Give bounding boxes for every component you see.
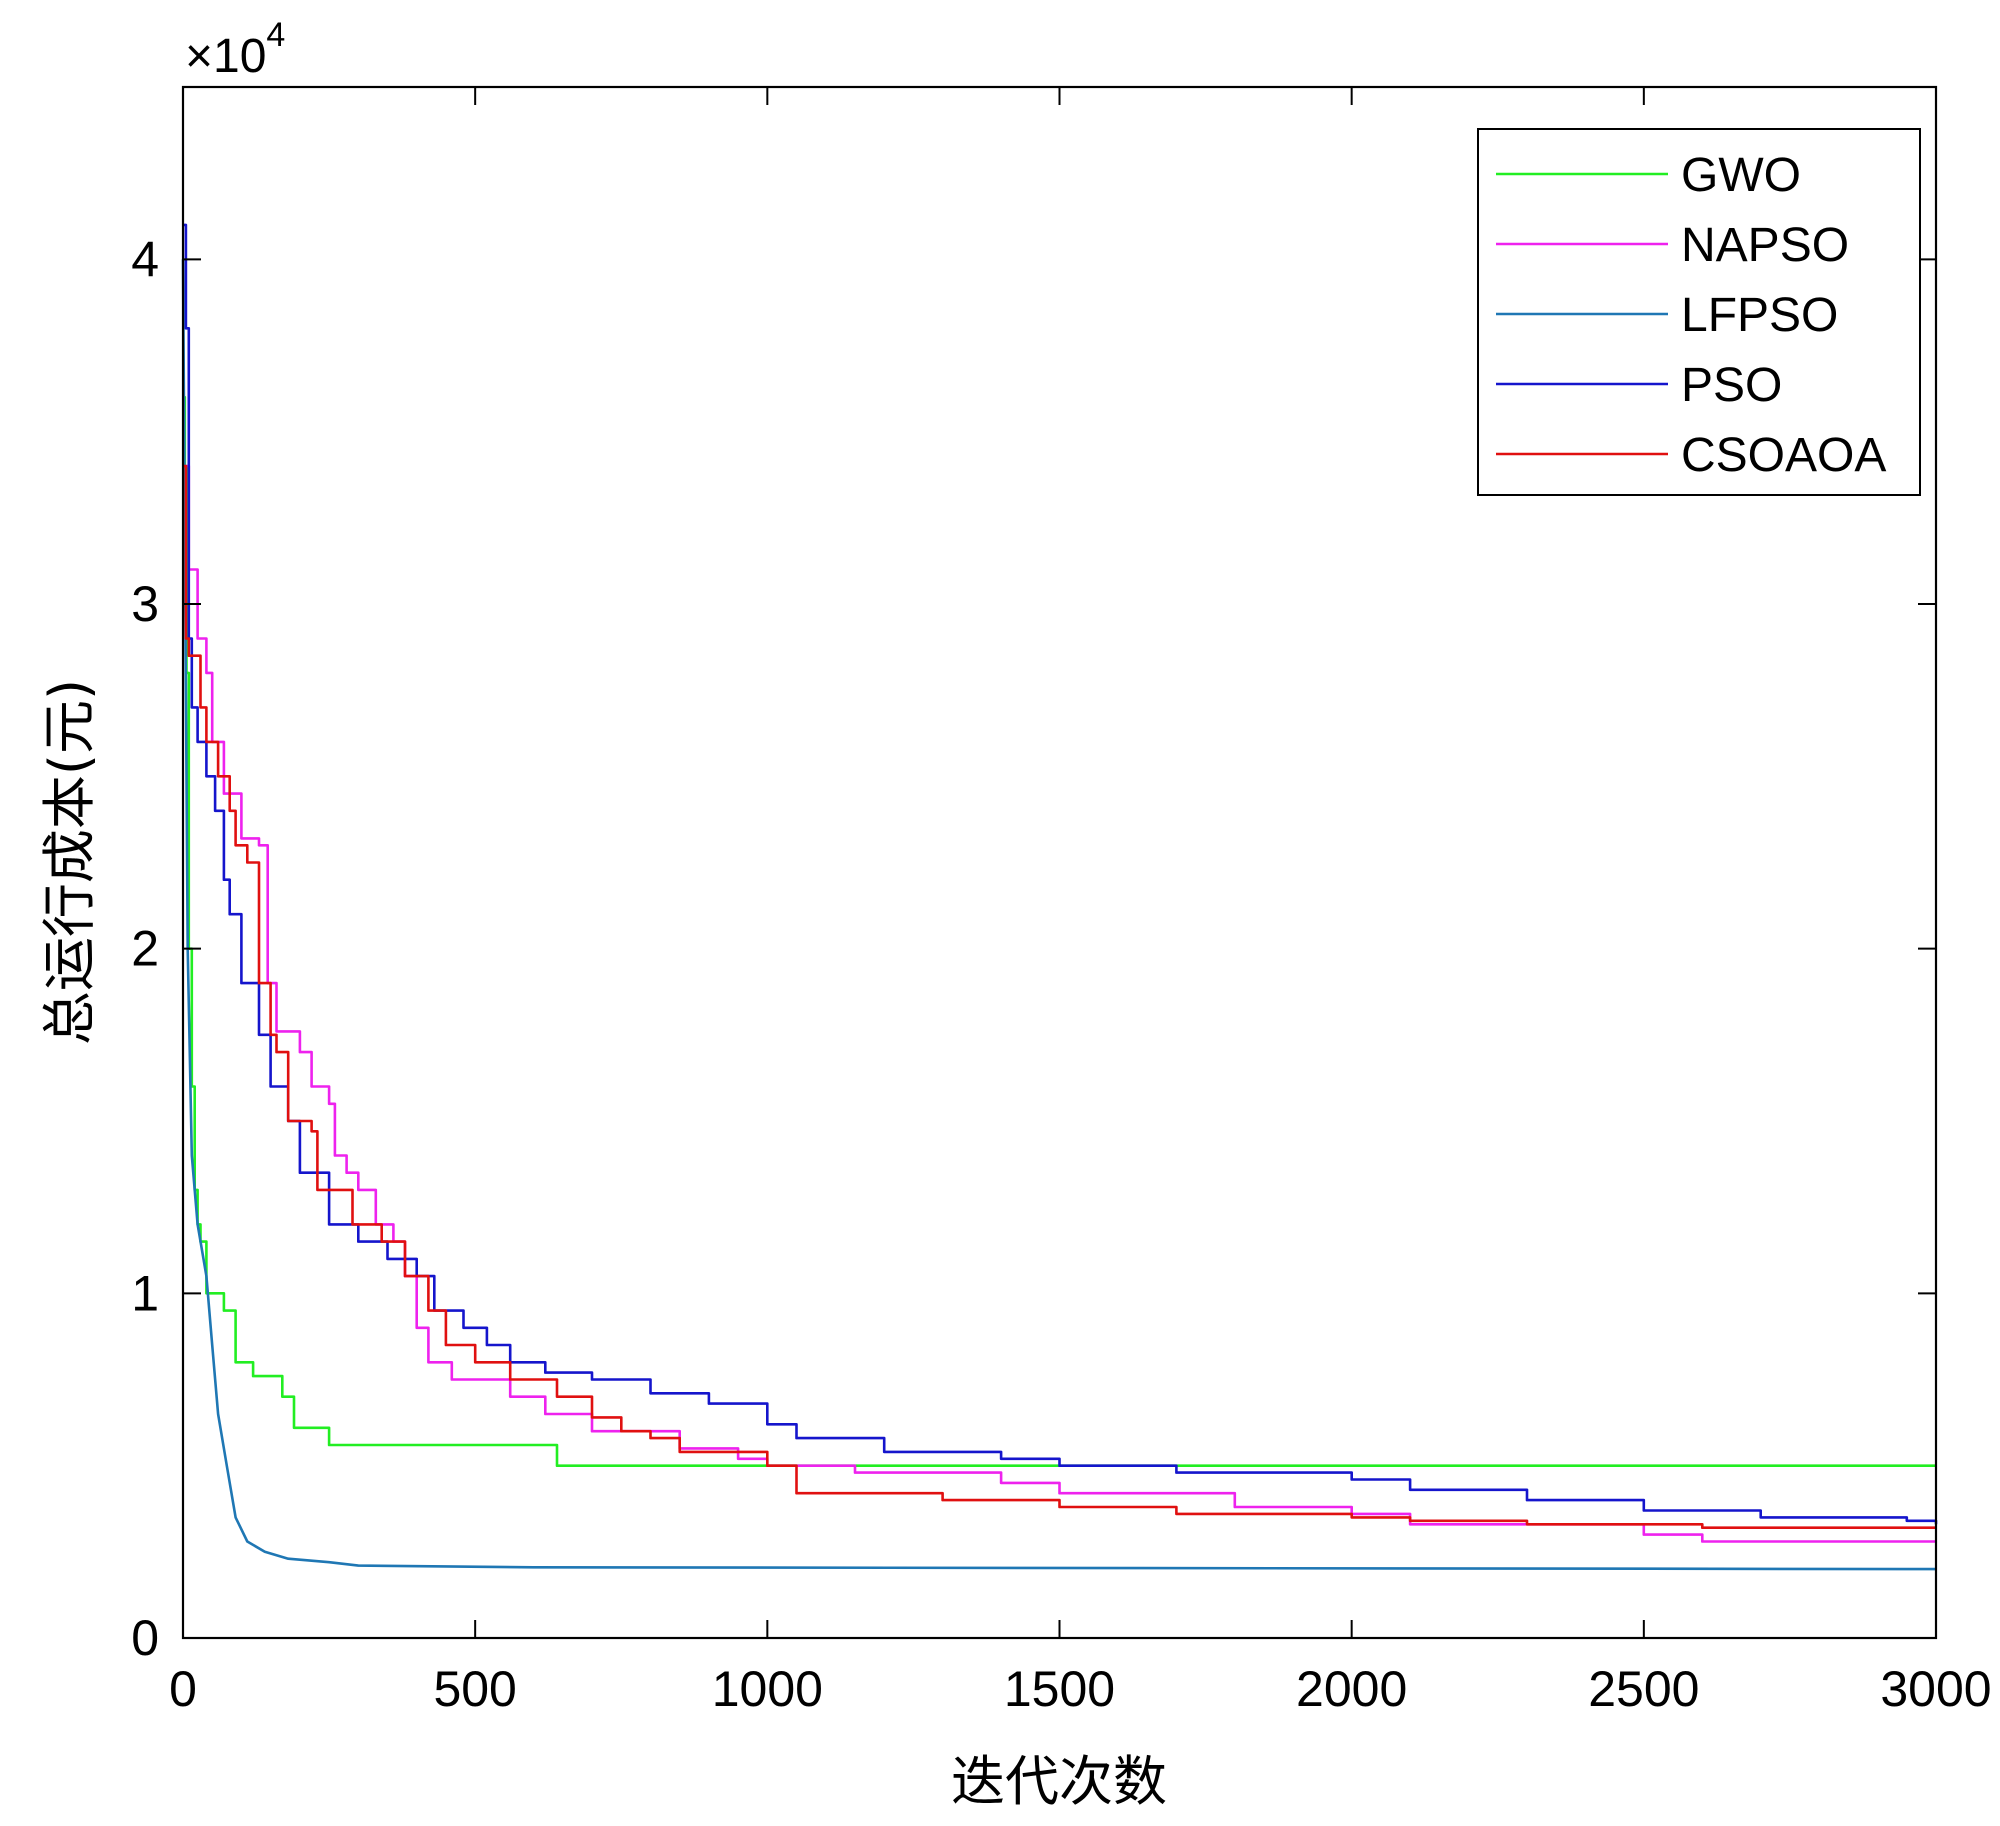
series-line-lfpso (181, 259, 1937, 1571)
y-tick-label-2: 2 (131, 921, 159, 977)
legend: GWO NAPSO LFPSO PSO CSOAOA (1477, 128, 1921, 496)
legend-label-pso: PSO (1681, 359, 1782, 412)
y-tick-label-0: 0 (131, 1610, 159, 1666)
legend-label-lfpso: LFPSO (1681, 289, 1838, 342)
x-tick-label-500: 500 (433, 1661, 516, 1717)
x-tick-label-3000: 3000 (1880, 1661, 1991, 1717)
legend-box (1477, 128, 1921, 496)
x-tick-label-2500: 2500 (1588, 1661, 1699, 1717)
y-tick-label-3: 3 (131, 576, 159, 632)
x-tick-label-1000: 1000 (712, 1661, 823, 1717)
y-multiplier: ×104 (185, 16, 285, 83)
legend-label-napso: NAPSO (1681, 219, 1849, 272)
series-layer (181, 223, 1938, 1571)
series-line-csoaoa (183, 464, 1936, 1529)
y-axis-title: 总运行成本(元) (38, 679, 101, 1045)
y-multiplier-exponent: 4 (266, 16, 285, 54)
axes-layer: 0 500 1000 1500 2000 2500 3000 0 1 2 3 4 (131, 85, 1992, 1717)
legend-label-gwo: GWO (1681, 149, 1801, 202)
series-line-gwo (183, 395, 1936, 1467)
x-tick-label-2000: 2000 (1296, 1661, 1407, 1717)
y-tick-label-4: 4 (131, 231, 159, 287)
y-tick-label-1: 1 (131, 1265, 159, 1321)
x-tick-label-0: 0 (169, 1661, 197, 1717)
legend-label-csoaoa: CSOAOA (1681, 429, 1886, 482)
x-tick-label-1500: 1500 (1004, 1661, 1115, 1717)
series-line-pso (183, 223, 1938, 1525)
x-axis-title: 迭代次数 (951, 1750, 1167, 1813)
